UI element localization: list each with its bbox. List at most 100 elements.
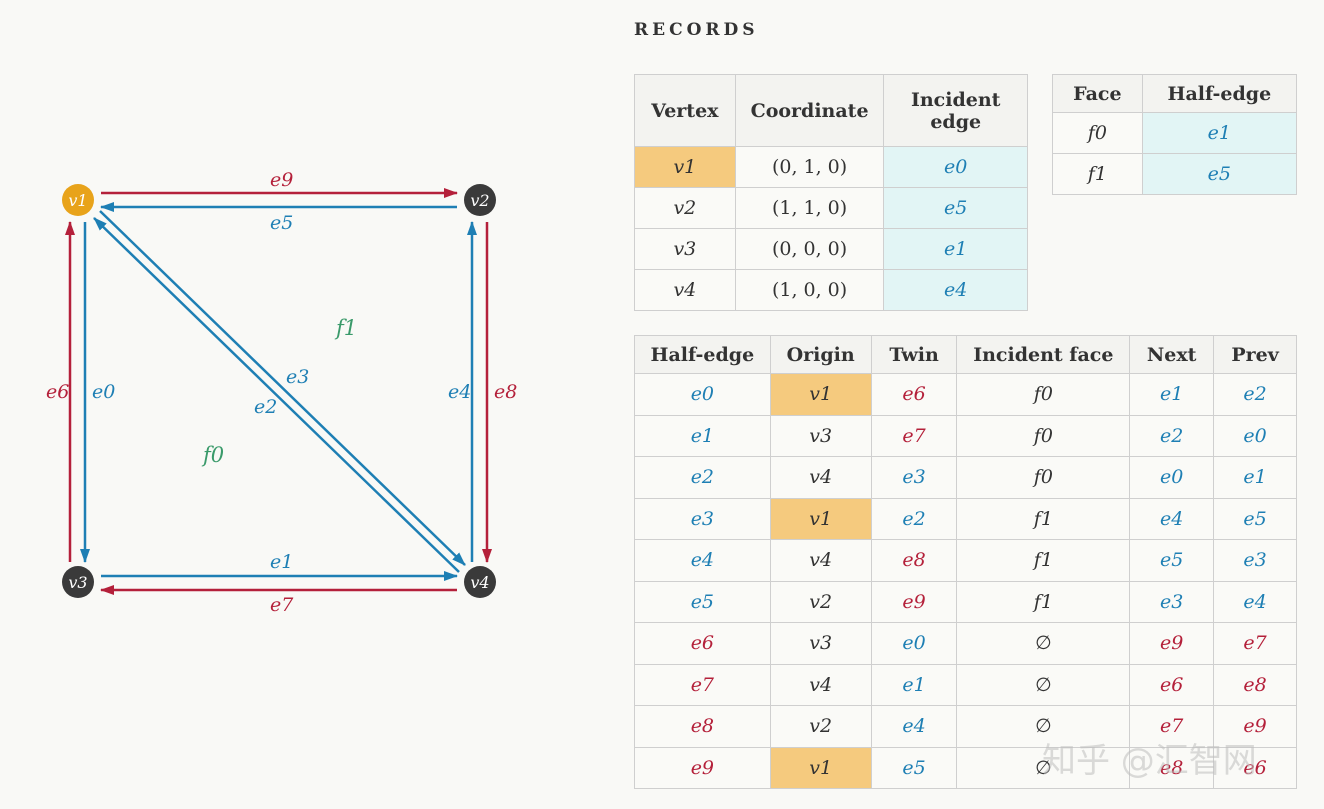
table-row: f1 e5: [1052, 153, 1298, 195]
twin-cell: e3: [870, 456, 958, 499]
prev-cell: e0: [1213, 414, 1297, 457]
label-e4: e4: [448, 381, 471, 403]
prev-cell: e9: [1213, 705, 1297, 748]
origin-cell: v1: [769, 373, 872, 416]
header-half-edge: Half-edge: [634, 335, 771, 374]
label-e8: e8: [494, 381, 517, 403]
origin-cell: v2: [769, 580, 872, 623]
svg-text:v3: v3: [68, 573, 87, 592]
table-row: e8 v2 e4 ∅ e7 e9: [634, 705, 1297, 748]
prev-cell: e7: [1213, 622, 1297, 665]
twin-cell: e9: [870, 580, 958, 623]
next-cell: e3: [1129, 580, 1215, 623]
twin-cell: e1: [870, 663, 958, 706]
prev-cell: e5: [1213, 497, 1297, 540]
incident-face-cell: f0: [956, 456, 1131, 499]
incident-face-cell: f1: [956, 539, 1131, 582]
table-row: e7 v4 e1 ∅ e6 e8: [634, 663, 1297, 706]
half-edge-cell: e1: [634, 414, 771, 457]
half-edge-table: Half-edge Origin Twin Incident face Next…: [634, 335, 1297, 789]
coordinate-cell: (1, 1, 0): [734, 187, 885, 229]
vertex-v4: v4: [464, 566, 496, 598]
header-vertex: Vertex: [634, 74, 736, 147]
half-edge-cell: e4: [634, 539, 771, 582]
half-edge-cell: e1: [1141, 112, 1298, 154]
origin-cell: v3: [769, 414, 872, 457]
table-row: e5 v2 e9 f1 e3 e4: [634, 580, 1297, 623]
next-cell: e2: [1129, 414, 1215, 457]
header-face: Face: [1052, 74, 1143, 113]
half-edge-cell: e5: [634, 580, 771, 623]
twin-cell: e6: [870, 373, 958, 416]
next-cell: e1: [1129, 373, 1215, 416]
vertex-v3: v3: [62, 566, 94, 598]
label-e0: e0: [92, 381, 115, 403]
incident-edge-cell: e4: [883, 269, 1028, 311]
table-row: v4 (1, 0, 0) e4: [634, 269, 1028, 311]
face-table: Face Half-edge f0 e1 f1 e5: [1052, 74, 1298, 195]
prev-cell: e3: [1213, 539, 1297, 582]
svg-text:v2: v2: [470, 191, 489, 210]
twin-cell: e4: [870, 705, 958, 748]
table-row: e1 v3 e7 f0 e2 e0: [634, 414, 1297, 457]
table-row: e9 v1 e5 ∅ e8 e6: [634, 746, 1297, 789]
half-edge-cell: e2: [634, 456, 771, 499]
origin-cell: v1: [769, 497, 872, 540]
header-next: Next: [1129, 335, 1215, 374]
twin-cell: e8: [870, 539, 958, 582]
table-row: v3 (0, 0, 0) e1: [634, 228, 1028, 270]
table-row: e6 v3 e0 ∅ e9 e7: [634, 622, 1297, 665]
origin-cell: v2: [769, 705, 872, 748]
half-edge-cell: e6: [634, 622, 771, 665]
edge-e2: [93, 217, 460, 573]
twin-cell: e0: [870, 622, 958, 665]
header-incident-edge: Incident edge: [883, 74, 1028, 147]
table-row: e3 v1 e2 f1 e4 e5: [634, 497, 1297, 540]
coordinate-cell: (1, 0, 0): [734, 269, 885, 311]
coordinate-cell: (0, 0, 0): [734, 228, 885, 270]
coordinate-cell: (0, 1, 0): [734, 146, 885, 188]
table-row: e2 v4 e3 f0 e0 e1: [634, 456, 1297, 499]
incident-face-cell: f1: [956, 580, 1131, 623]
next-cell: e5: [1129, 539, 1215, 582]
incident-edge-cell: e0: [883, 146, 1028, 188]
label-e1: e1: [270, 551, 293, 573]
prev-cell: e1: [1213, 456, 1297, 499]
table-row: e4 v4 e8 f1 e5 e3: [634, 539, 1297, 582]
svg-text:v1: v1: [68, 191, 87, 210]
prev-cell: e6: [1213, 746, 1297, 789]
half-edge-cell: e3: [634, 497, 771, 540]
origin-cell: v4: [769, 663, 872, 706]
half-edge-cell: e5: [1141, 153, 1298, 195]
next-cell: e7: [1129, 705, 1215, 748]
next-cell: e9: [1129, 622, 1215, 665]
table-row: f0 e1: [1052, 112, 1298, 154]
table-row: v2 (1, 1, 0) e5: [634, 187, 1028, 229]
next-cell: e0: [1129, 456, 1215, 499]
incident-edge-cell: e1: [883, 228, 1028, 270]
prev-cell: e8: [1213, 663, 1297, 706]
origin-cell: v4: [769, 456, 872, 499]
label-e2: e2: [254, 396, 277, 418]
origin-cell: v4: [769, 539, 872, 582]
incident-face-cell: f0: [956, 414, 1131, 457]
edge-e3: [99, 210, 466, 566]
prev-cell: e4: [1213, 580, 1297, 623]
records-heading: RECORDS: [634, 20, 759, 40]
vertex-table: Vertex Coordinate Incident edge v1 (0, 1…: [634, 74, 1028, 311]
vertex-cell: v1: [634, 146, 736, 188]
label-e9: e9: [270, 169, 293, 191]
label-e3: e3: [286, 366, 309, 388]
table-row: e0 v1 e6 f0 e1 e2: [634, 373, 1297, 416]
twin-cell: e2: [870, 497, 958, 540]
vertex-cell: v3: [634, 228, 736, 270]
header-twin: Twin: [870, 335, 958, 374]
label-f1: f1: [334, 316, 357, 340]
twin-cell: e5: [870, 746, 958, 789]
half-edge-cell: e9: [634, 746, 771, 789]
half-edge-cell: e0: [634, 373, 771, 416]
incident-face-cell: f1: [956, 497, 1131, 540]
svg-text:v4: v4: [470, 573, 489, 592]
twin-cell: e7: [870, 414, 958, 457]
incident-face-cell: ∅: [956, 705, 1131, 748]
